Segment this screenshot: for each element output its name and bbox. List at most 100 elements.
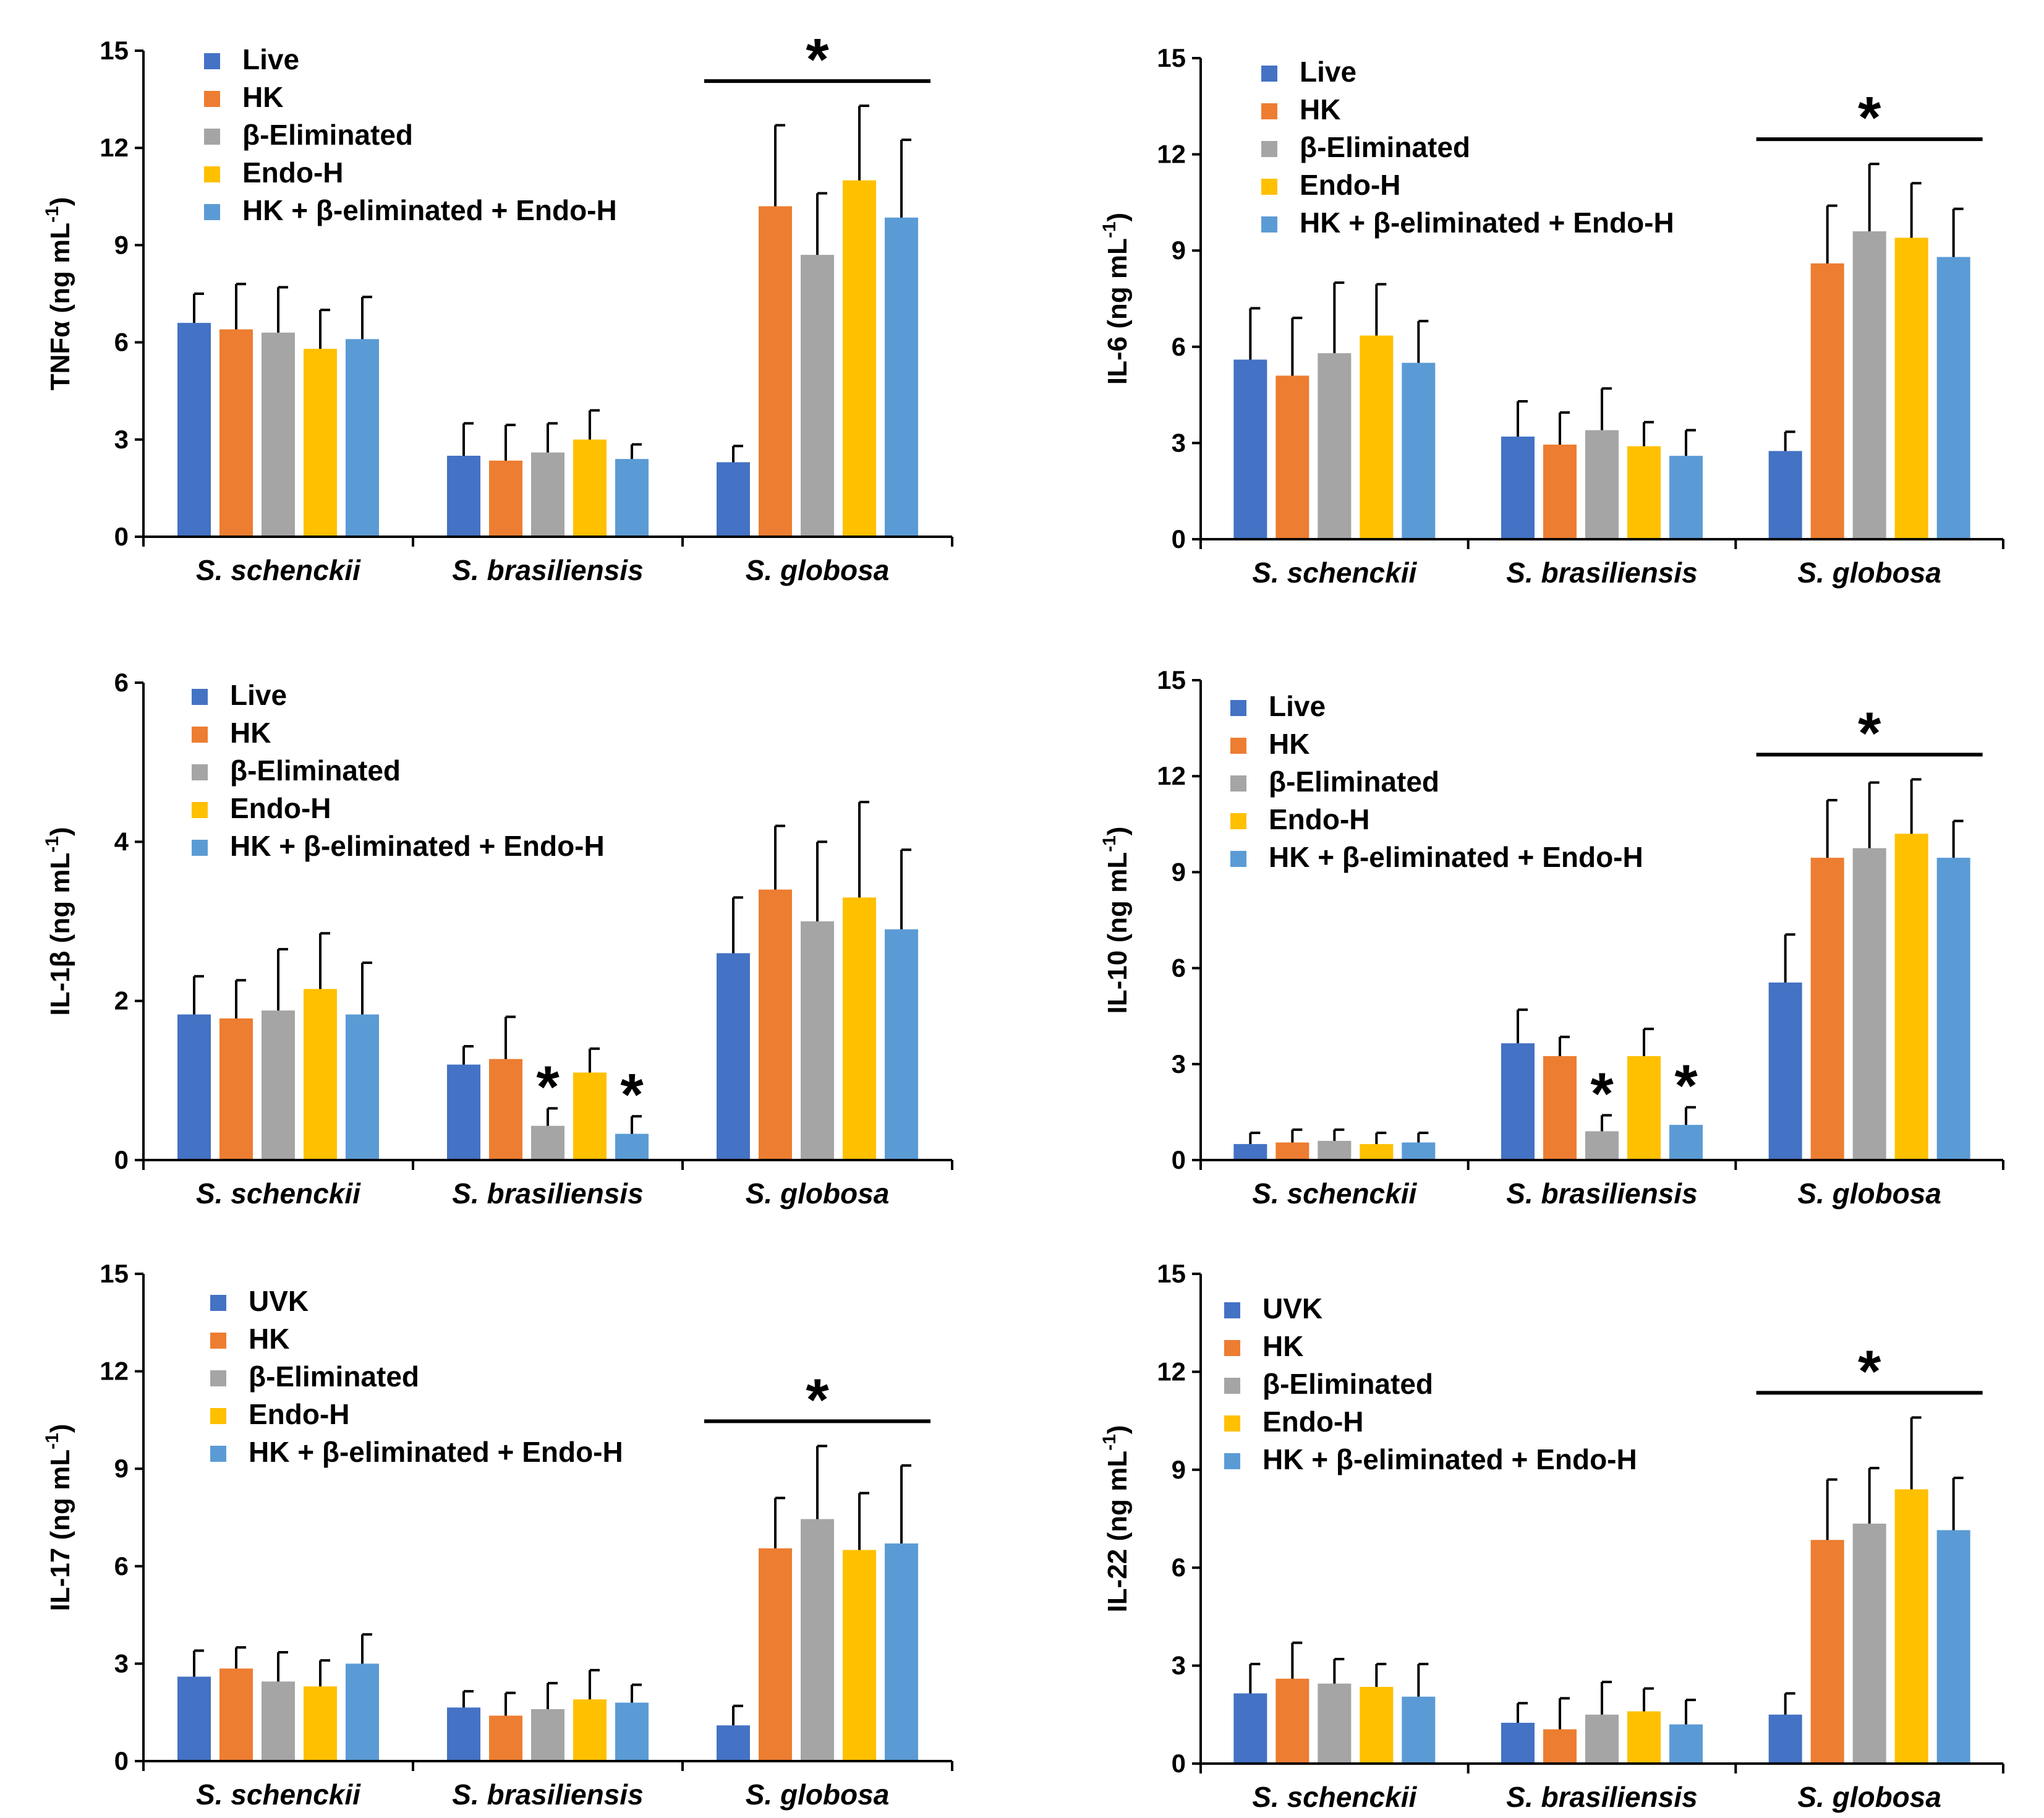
- y-tick-label: 9: [1172, 857, 1186, 886]
- legend-label: HK + β-eliminated + Endo-H: [230, 830, 605, 862]
- bar-sschenckii-series-4: [1402, 1696, 1436, 1764]
- bar-sbrasiliensis-series-0: [447, 1064, 480, 1160]
- x-category-label: S. globosa: [746, 554, 890, 586]
- y-axis-label-end: ): [1102, 213, 1133, 222]
- y-tick-label: 9: [1172, 236, 1186, 265]
- legend-label: HK: [1263, 1330, 1303, 1362]
- bar-sschenckii-series-1: [1275, 1678, 1309, 1764]
- bar-sschenckii-series-4: [346, 1663, 379, 1761]
- chart-panel-2: 0 3 6 9 12 15 S. schenckii S. brasiliensis S. gl…: [1099, 43, 2004, 589]
- legend-label: HK + β-eliminated + Endo-H: [1269, 841, 1643, 873]
- legend-label: Endo-H: [230, 792, 331, 824]
- y-tick-label: 12: [100, 133, 129, 162]
- legend-swatch: [1224, 1453, 1240, 1469]
- legend-label: HK + β-eliminated + Endo-H: [1300, 207, 1674, 239]
- y-tick-label: 6: [114, 328, 129, 357]
- y-tick-label: 12: [1157, 140, 1186, 169]
- significance-star: *: [1858, 700, 1881, 766]
- y-tick-label: 0: [114, 522, 129, 551]
- y-axis-label-main: IL-17 (ng mL: [45, 1449, 75, 1611]
- bar-sbrasiliensis-series-3: [1627, 1056, 1661, 1160]
- bar-sglobosa-series-0: [717, 953, 750, 1160]
- chart-panel-4: 0 3 6 9 12 15 S. schenckii S. brasiliensis S. gl…: [1099, 665, 2004, 1210]
- legend-label: β-Eliminated: [1269, 766, 1439, 798]
- x-category-label: S. brasiliensis: [1506, 557, 1697, 589]
- bar-sglobosa-series-3: [843, 180, 876, 537]
- legend-label: β-Eliminated: [230, 754, 401, 787]
- bar-sbrasiliensis-series-1: [1543, 444, 1577, 539]
- legend-swatch: [204, 204, 220, 220]
- legend-label: UVK: [249, 1285, 309, 1317]
- y-tick-label: 0: [114, 1746, 129, 1775]
- bar-sbrasiliensis-series-1: [1543, 1056, 1577, 1160]
- bar-sschenckii-series-1: [219, 1018, 253, 1160]
- bar-sbrasiliensis-series-0: [447, 456, 480, 537]
- significance-star: *: [806, 27, 829, 93]
- significance-star: *: [806, 1367, 829, 1433]
- bar-sschenckii-series-1: [1275, 375, 1309, 539]
- x-category-label: S. schenckii: [1252, 557, 1417, 589]
- legend-swatch: [192, 840, 208, 856]
- y-axis-label-sup: -1: [1099, 1434, 1120, 1451]
- bar-sschenckii-series-4: [346, 339, 379, 537]
- y-tick-label: 6: [114, 668, 129, 697]
- x-category-label: S. globosa: [1797, 557, 1941, 589]
- legend-swatch: [1261, 216, 1277, 233]
- bar-sbrasiliensis-series-2: [1585, 1714, 1619, 1764]
- bar-sglobosa-series-4: [1936, 1530, 1970, 1764]
- bar-sbrasiliensis-series-4: [1669, 1125, 1703, 1160]
- legend-swatch: [1230, 775, 1246, 792]
- bar-sschenckii-series-2: [262, 1681, 295, 1761]
- legend-label: Live: [1300, 56, 1356, 88]
- y-axis-label-sup: -1: [42, 836, 62, 853]
- bar-sschenckii-series-3: [1360, 1144, 1394, 1160]
- bar-sbrasiliensis-series-3: [573, 1699, 607, 1761]
- y-axis-label-main: IL-10 (ng mL: [1102, 852, 1133, 1014]
- x-category-label: S. brasiliensis: [452, 554, 643, 586]
- chart-panel-1: 0 3 6 9 12 15 S. schenckii S. brasiliensis S. gl…: [42, 27, 953, 586]
- legend-label: HK: [1300, 93, 1340, 126]
- y-tick-label: 4: [114, 827, 129, 856]
- legend-swatch: [1261, 103, 1277, 119]
- significance-star: *: [536, 1054, 560, 1120]
- bar-sbrasiliensis-series-0: [1501, 437, 1535, 539]
- y-tick-label: 9: [1172, 1455, 1186, 1484]
- bar-sglobosa-series-1: [1810, 263, 1844, 539]
- bar-sschenckii-series-3: [304, 1686, 337, 1761]
- bar-sbrasiliensis-series-4: [1669, 1724, 1703, 1764]
- bar-sschenckii-series-1: [1275, 1142, 1309, 1160]
- legend-swatch: [1230, 738, 1246, 754]
- bar-sbrasiliensis-series-1: [1543, 1729, 1577, 1764]
- y-axis-label-end: ): [45, 1424, 75, 1433]
- legend-swatch: [210, 1446, 226, 1462]
- legend-swatch: [1224, 1378, 1240, 1394]
- legend-label: Endo-H: [1300, 169, 1401, 201]
- legend-label: HK + β-eliminated + Endo-H: [249, 1436, 623, 1468]
- bar-sglobosa-series-2: [1852, 231, 1886, 539]
- x-category-label: S. schenckii: [196, 1177, 361, 1210]
- bar-sglobosa-series-2: [801, 1519, 834, 1761]
- y-tick-label: 15: [1157, 43, 1186, 72]
- x-category-label: S. globosa: [1797, 1781, 1941, 1813]
- y-tick-label: 12: [1157, 761, 1186, 790]
- legend-swatch: [1230, 851, 1246, 867]
- legend-label: HK: [230, 717, 271, 749]
- bar-sbrasiliensis-series-0: [1501, 1723, 1535, 1764]
- y-axis-label-main: IL-6 (ng mL: [1102, 238, 1133, 385]
- legend-label: Endo-H: [1269, 803, 1370, 835]
- bar-sschenckii-series-4: [1402, 1142, 1436, 1160]
- bar-sschenckii-series-4: [1402, 362, 1436, 539]
- y-axis-label-end: ): [1102, 827, 1133, 836]
- bar-sschenckii-series-1: [219, 329, 253, 537]
- bar-sschenckii-series-2: [262, 1010, 295, 1160]
- x-category-label: S. brasiliensis: [1506, 1177, 1697, 1210]
- y-axis-label-main: TNFα (ng mL: [45, 223, 75, 390]
- bar-sglobosa-series-3: [843, 897, 876, 1160]
- y-tick-label: 15: [100, 1259, 129, 1288]
- bar-sglobosa-series-4: [885, 1543, 918, 1761]
- y-tick-label: 9: [114, 230, 129, 259]
- y-tick-label: 6: [1172, 332, 1186, 361]
- significance-star: *: [620, 1062, 644, 1128]
- legend-label: HK + β-eliminated + Endo-H: [242, 194, 617, 226]
